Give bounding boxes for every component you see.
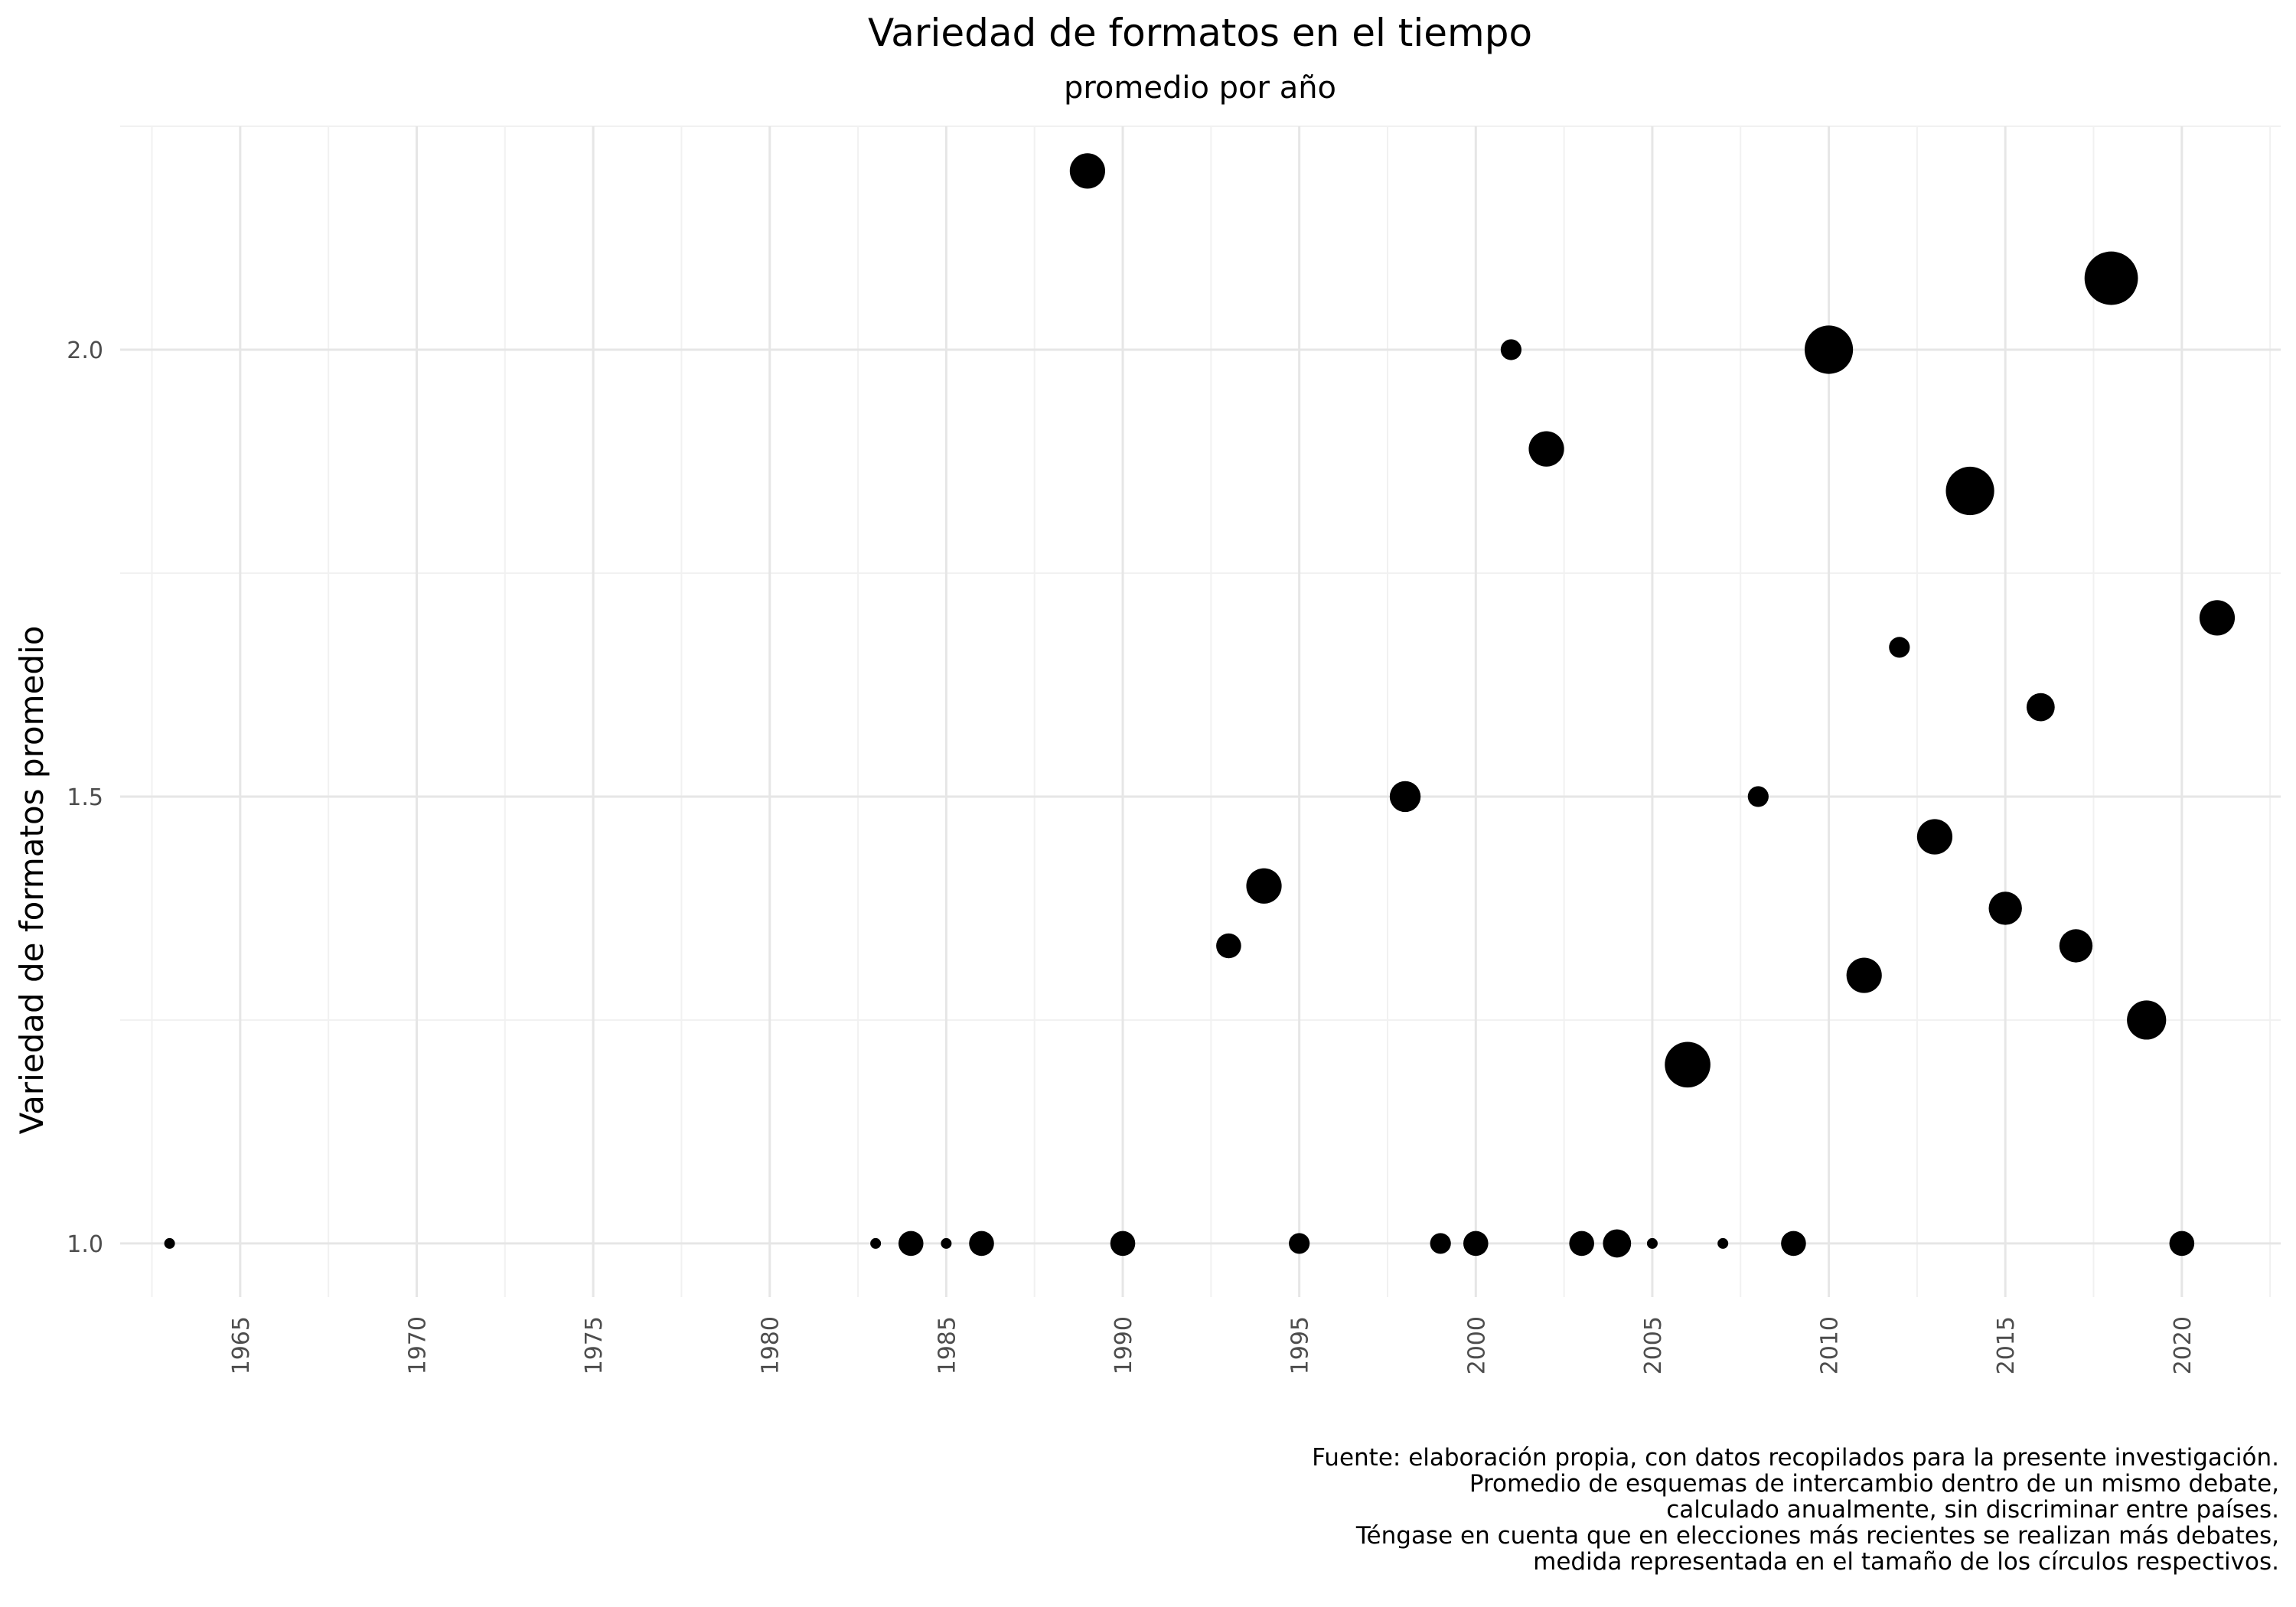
data-point [1804, 325, 1854, 374]
data-point [898, 1231, 924, 1257]
x-tick-label: 1975 [581, 1316, 608, 1374]
x-tick-label: 1970 [404, 1316, 431, 1374]
x-tick-label: 1990 [1110, 1316, 1137, 1374]
y-tick-label: 1.0 [67, 1231, 103, 1258]
data-point [2084, 251, 2138, 305]
data-point [1988, 892, 2022, 925]
y-axis-title: Variedad de formatos promedio [13, 626, 51, 1135]
chart-title: Variedad de formatos en el tiempo [868, 11, 1532, 55]
data-point [1528, 431, 1564, 467]
data-point [1945, 466, 1994, 516]
data-point [1289, 1233, 1310, 1254]
x-tick-label: 2000 [1463, 1316, 1490, 1374]
data-point [941, 1237, 952, 1249]
x-tick-label: 1980 [758, 1316, 784, 1374]
data-point [2127, 1000, 2167, 1040]
data-point [1430, 1233, 1451, 1254]
data-point [1665, 1041, 1711, 1088]
chart-subtitle: promedio por año [1064, 70, 1336, 106]
x-tick-label: 2005 [1640, 1316, 1667, 1374]
caption-line: Téngase en cuenta que en elecciones más … [1355, 1522, 2279, 1550]
grid-lines [120, 125, 2281, 1297]
y-axis-ticks: 1.0 1.5 2.0 [67, 337, 103, 1258]
x-tick-label: 2020 [2170, 1316, 2197, 1374]
x-tick-label: 1965 [228, 1316, 255, 1374]
caption-line: calculado anualmente, sin discriminar en… [1666, 1496, 2279, 1524]
data-point [1463, 1231, 1489, 1257]
data-point [1110, 1231, 1136, 1257]
y-tick-label: 2.0 [67, 337, 103, 364]
y-tick-label: 1.5 [67, 784, 103, 811]
x-tick-label: 1985 [934, 1316, 960, 1374]
data-points [164, 153, 2236, 1258]
caption-line: medida representada en el tamaño de los … [1533, 1548, 2279, 1576]
data-point [2199, 600, 2236, 636]
data-point [969, 1231, 994, 1257]
data-point [870, 1237, 882, 1249]
data-point [1569, 1231, 1594, 1257]
data-point [1216, 933, 1241, 959]
data-point [1646, 1237, 1658, 1249]
x-axis-ticks: 1965 1970 1975 1980 1985 1990 1995 2000 2005 2010… [228, 1316, 2197, 1374]
data-point [1603, 1229, 1632, 1258]
data-point [1069, 153, 1105, 189]
data-point [1747, 786, 1769, 807]
data-point [1889, 637, 1910, 658]
data-point [1781, 1231, 1806, 1257]
data-point [164, 1237, 175, 1249]
data-point [2059, 929, 2093, 963]
data-point [1846, 957, 1882, 993]
x-tick-label: 2015 [1993, 1316, 2020, 1374]
x-tick-label: 2010 [1817, 1316, 1844, 1374]
chart-caption: Fuente: elaboración propia, con datos re… [1312, 1444, 2279, 1576]
data-point [2026, 693, 2055, 722]
x-tick-label: 1995 [1287, 1316, 1314, 1374]
data-point [1717, 1237, 1729, 1249]
data-point [1246, 868, 1282, 904]
caption-line: Fuente: elaboración propia, con datos re… [1312, 1444, 2279, 1472]
data-point [1916, 819, 1953, 855]
data-point [1500, 339, 1522, 360]
data-point [1389, 781, 1421, 813]
caption-line: Promedio de esquemas de intercambio dent… [1469, 1470, 2279, 1498]
data-point [2169, 1231, 2195, 1257]
